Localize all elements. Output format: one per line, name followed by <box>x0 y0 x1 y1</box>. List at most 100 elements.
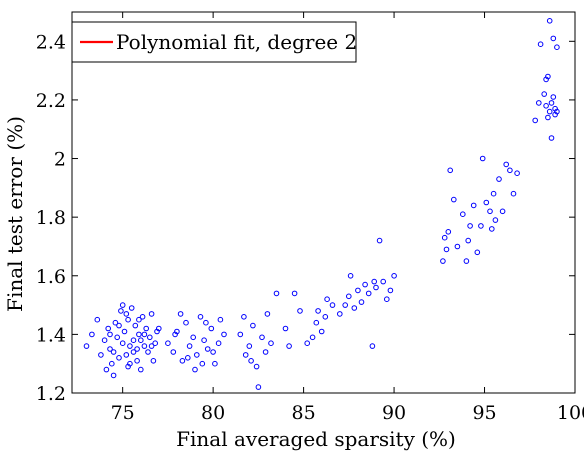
y-tick-label-0: 1.2 <box>36 383 66 405</box>
data-point-56 <box>197 314 204 320</box>
data-point-17 <box>125 316 131 323</box>
data-point-19 <box>128 305 135 311</box>
data-point-12 <box>116 355 122 361</box>
data-point-35 <box>119 302 126 308</box>
data-point-6 <box>105 325 111 332</box>
data-point-10 <box>112 319 119 326</box>
data-point-148 <box>548 100 555 106</box>
data-point-99 <box>351 305 358 311</box>
data-point-41 <box>138 337 144 344</box>
data-point-95 <box>329 302 336 308</box>
data-point-116 <box>445 229 452 235</box>
data-point-137 <box>510 190 517 197</box>
plot-frame <box>71 11 576 394</box>
data-point-77 <box>259 334 265 341</box>
data-point-140 <box>536 100 542 106</box>
data-point-142 <box>541 91 548 97</box>
data-point-66 <box>210 349 216 355</box>
data-point-0 <box>83 343 90 349</box>
data-point-32 <box>152 340 158 347</box>
data-point-98 <box>346 293 352 300</box>
data-point-43 <box>107 331 113 338</box>
data-point-22 <box>134 346 140 352</box>
data-point-103 <box>365 290 372 297</box>
data-point-136 <box>507 167 513 174</box>
data-point-105 <box>373 284 379 291</box>
data-point-106 <box>376 237 383 244</box>
data-point-54 <box>190 334 196 341</box>
data-point-129 <box>490 190 497 197</box>
data-point-59 <box>208 325 215 332</box>
data-point-58 <box>204 346 211 352</box>
data-point-47 <box>156 325 162 332</box>
data-point-145 <box>545 73 551 80</box>
data-point-16 <box>123 352 130 358</box>
data-point-78 <box>262 349 269 355</box>
x-tick-label-5: 100 <box>557 402 584 424</box>
x-tick-label-0: 75 <box>111 402 135 424</box>
legend-entry-label: Polynomial fit, degree 2 <box>116 30 357 54</box>
data-point-52 <box>183 319 189 326</box>
data-point-11 <box>114 334 120 341</box>
data-point-5 <box>103 366 110 373</box>
data-point-115 <box>443 246 450 253</box>
data-point-26 <box>141 343 148 349</box>
data-point-155 <box>543 103 549 109</box>
data-point-46 <box>125 363 131 370</box>
data-point-9 <box>110 372 117 379</box>
data-point-76 <box>255 384 262 390</box>
data-point-94 <box>324 296 330 303</box>
data-point-8 <box>109 360 115 367</box>
data-point-30 <box>148 311 155 317</box>
data-point-75 <box>253 363 260 370</box>
y-tick-label-5: 2.2 <box>36 90 66 112</box>
data-point-60 <box>212 360 218 367</box>
data-point-146 <box>546 108 553 115</box>
data-point-134 <box>499 208 506 215</box>
data-point-102 <box>362 281 368 288</box>
data-point-57 <box>201 337 207 344</box>
data-point-65 <box>203 319 209 326</box>
scatter-points <box>83 18 560 390</box>
data-point-38 <box>141 331 148 338</box>
data-point-21 <box>132 322 139 329</box>
data-point-97 <box>342 302 349 308</box>
data-point-109 <box>387 287 394 294</box>
data-point-111 <box>347 273 354 279</box>
data-point-49 <box>170 349 177 355</box>
data-point-122 <box>467 223 473 229</box>
data-point-63 <box>177 311 184 317</box>
data-point-107 <box>380 278 387 285</box>
data-point-79 <box>264 311 271 317</box>
y-axis-label: Final test error (%) <box>3 116 27 312</box>
data-point-83 <box>273 290 280 297</box>
data-point-92 <box>322 314 329 320</box>
data-point-71 <box>237 331 244 338</box>
data-point-128 <box>487 208 493 215</box>
data-point-82 <box>248 358 254 364</box>
data-point-68 <box>199 360 206 367</box>
data-point-114 <box>441 234 448 241</box>
data-point-45 <box>148 343 155 349</box>
x-tick-label-4: 95 <box>472 402 496 424</box>
data-point-96 <box>337 311 343 317</box>
y-tick-label-2: 1.6 <box>36 266 66 288</box>
data-point-86 <box>297 308 303 314</box>
data-point-20 <box>130 337 137 344</box>
x-tick-label-3: 90 <box>382 402 406 424</box>
data-point-73 <box>246 343 253 349</box>
data-point-40 <box>130 349 137 355</box>
y-tick-label-4: 2 <box>54 149 66 171</box>
x-tick-label-1: 80 <box>201 402 225 424</box>
data-point-13 <box>118 308 124 314</box>
data-point-133 <box>465 237 472 244</box>
data-point-141 <box>537 41 544 48</box>
data-point-90 <box>313 319 320 326</box>
data-point-101 <box>358 299 365 305</box>
data-point-156 <box>552 105 558 112</box>
data-point-119 <box>454 243 461 250</box>
data-point-135 <box>503 161 510 168</box>
data-point-110 <box>391 273 397 279</box>
data-point-118 <box>451 196 457 203</box>
data-point-151 <box>550 94 557 100</box>
